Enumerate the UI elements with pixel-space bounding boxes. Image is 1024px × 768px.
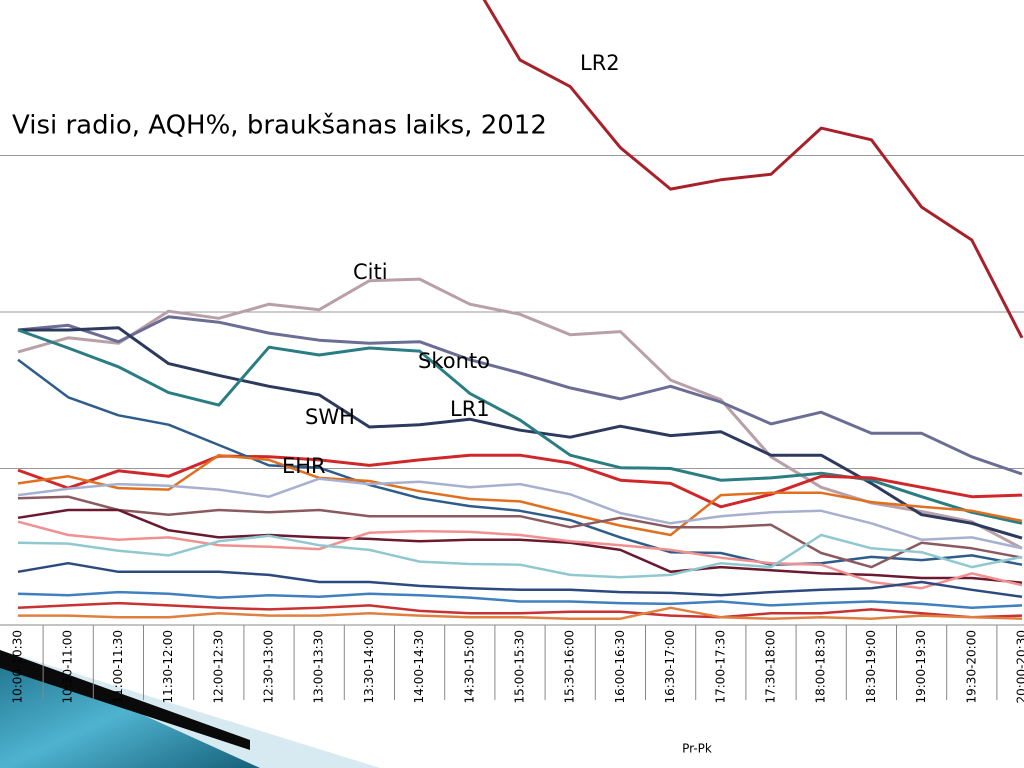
x-tick-label: 13:00-13:30: [312, 630, 326, 704]
series-line: [17, 477, 1023, 550]
series-line: [17, 590, 1023, 610]
series-line: [18, 606, 1023, 620]
x-axis-label: Pr-Pk: [682, 742, 712, 756]
series-line: [17, 453, 1023, 537]
series-line: [17, 495, 1023, 569]
series-line: [17, 358, 1023, 566]
x-tick-label: 10:30-11:00: [61, 630, 75, 704]
series-label: EHR: [282, 454, 326, 478]
x-tick-label: 15:30-16:00: [563, 630, 577, 704]
x-tick-label: 19:30-20:00: [964, 630, 978, 704]
x-tick-label: 19:00-19:30: [914, 630, 928, 704]
x-tick-label: 12:00-12:30: [211, 630, 225, 704]
x-tick-label: 11:30-12:00: [161, 630, 175, 704]
series-line: [17, 277, 1023, 550]
series-line: [17, 561, 1023, 599]
x-tick-label: 14:30-15:00: [462, 630, 476, 704]
x-tick-label: 16:30-17:00: [663, 630, 677, 704]
x-tick-label: 18:30-19:00: [864, 630, 878, 704]
series-label: Skonto: [418, 349, 490, 373]
x-tick-label: 15:00-15:30: [513, 630, 527, 704]
x-tick-label: 16:00-16:30: [613, 630, 627, 704]
series-line: [482, 0, 1024, 339]
series-line: [17, 453, 1023, 509]
x-tick-label: 18:00-18:30: [814, 630, 828, 704]
x-tick-label: 14:00-14:30: [412, 630, 426, 704]
series-line: [18, 326, 1023, 540]
x-tick-label: 13:30-14:00: [362, 630, 376, 704]
series-line: [17, 601, 1023, 619]
x-tick-label: 17:30-18:00: [764, 630, 778, 704]
series-line: [17, 315, 1023, 476]
series-line: [17, 508, 1023, 584]
series-line: [17, 328, 1023, 525]
x-tick-label: 10:00-10:30: [11, 630, 25, 704]
series-line: [17, 520, 1023, 590]
chart-title: Visi radio, AQH%, braukšanas laiks, 2012: [12, 111, 547, 141]
series-label: LR1: [450, 397, 490, 421]
series-label: LR2: [580, 51, 620, 75]
series-line: [17, 533, 1023, 579]
x-tick-label: 17:00-17:30: [713, 630, 727, 704]
decor-dark: [0, 650, 250, 750]
x-tick-label: 20:00-20:30: [1015, 630, 1024, 704]
x-tick-label: 11:00-11:30: [111, 630, 125, 704]
series-label: Citi: [353, 260, 388, 284]
series-label: SWH: [305, 405, 355, 429]
x-tick-label: 12:30-13:00: [262, 630, 276, 704]
